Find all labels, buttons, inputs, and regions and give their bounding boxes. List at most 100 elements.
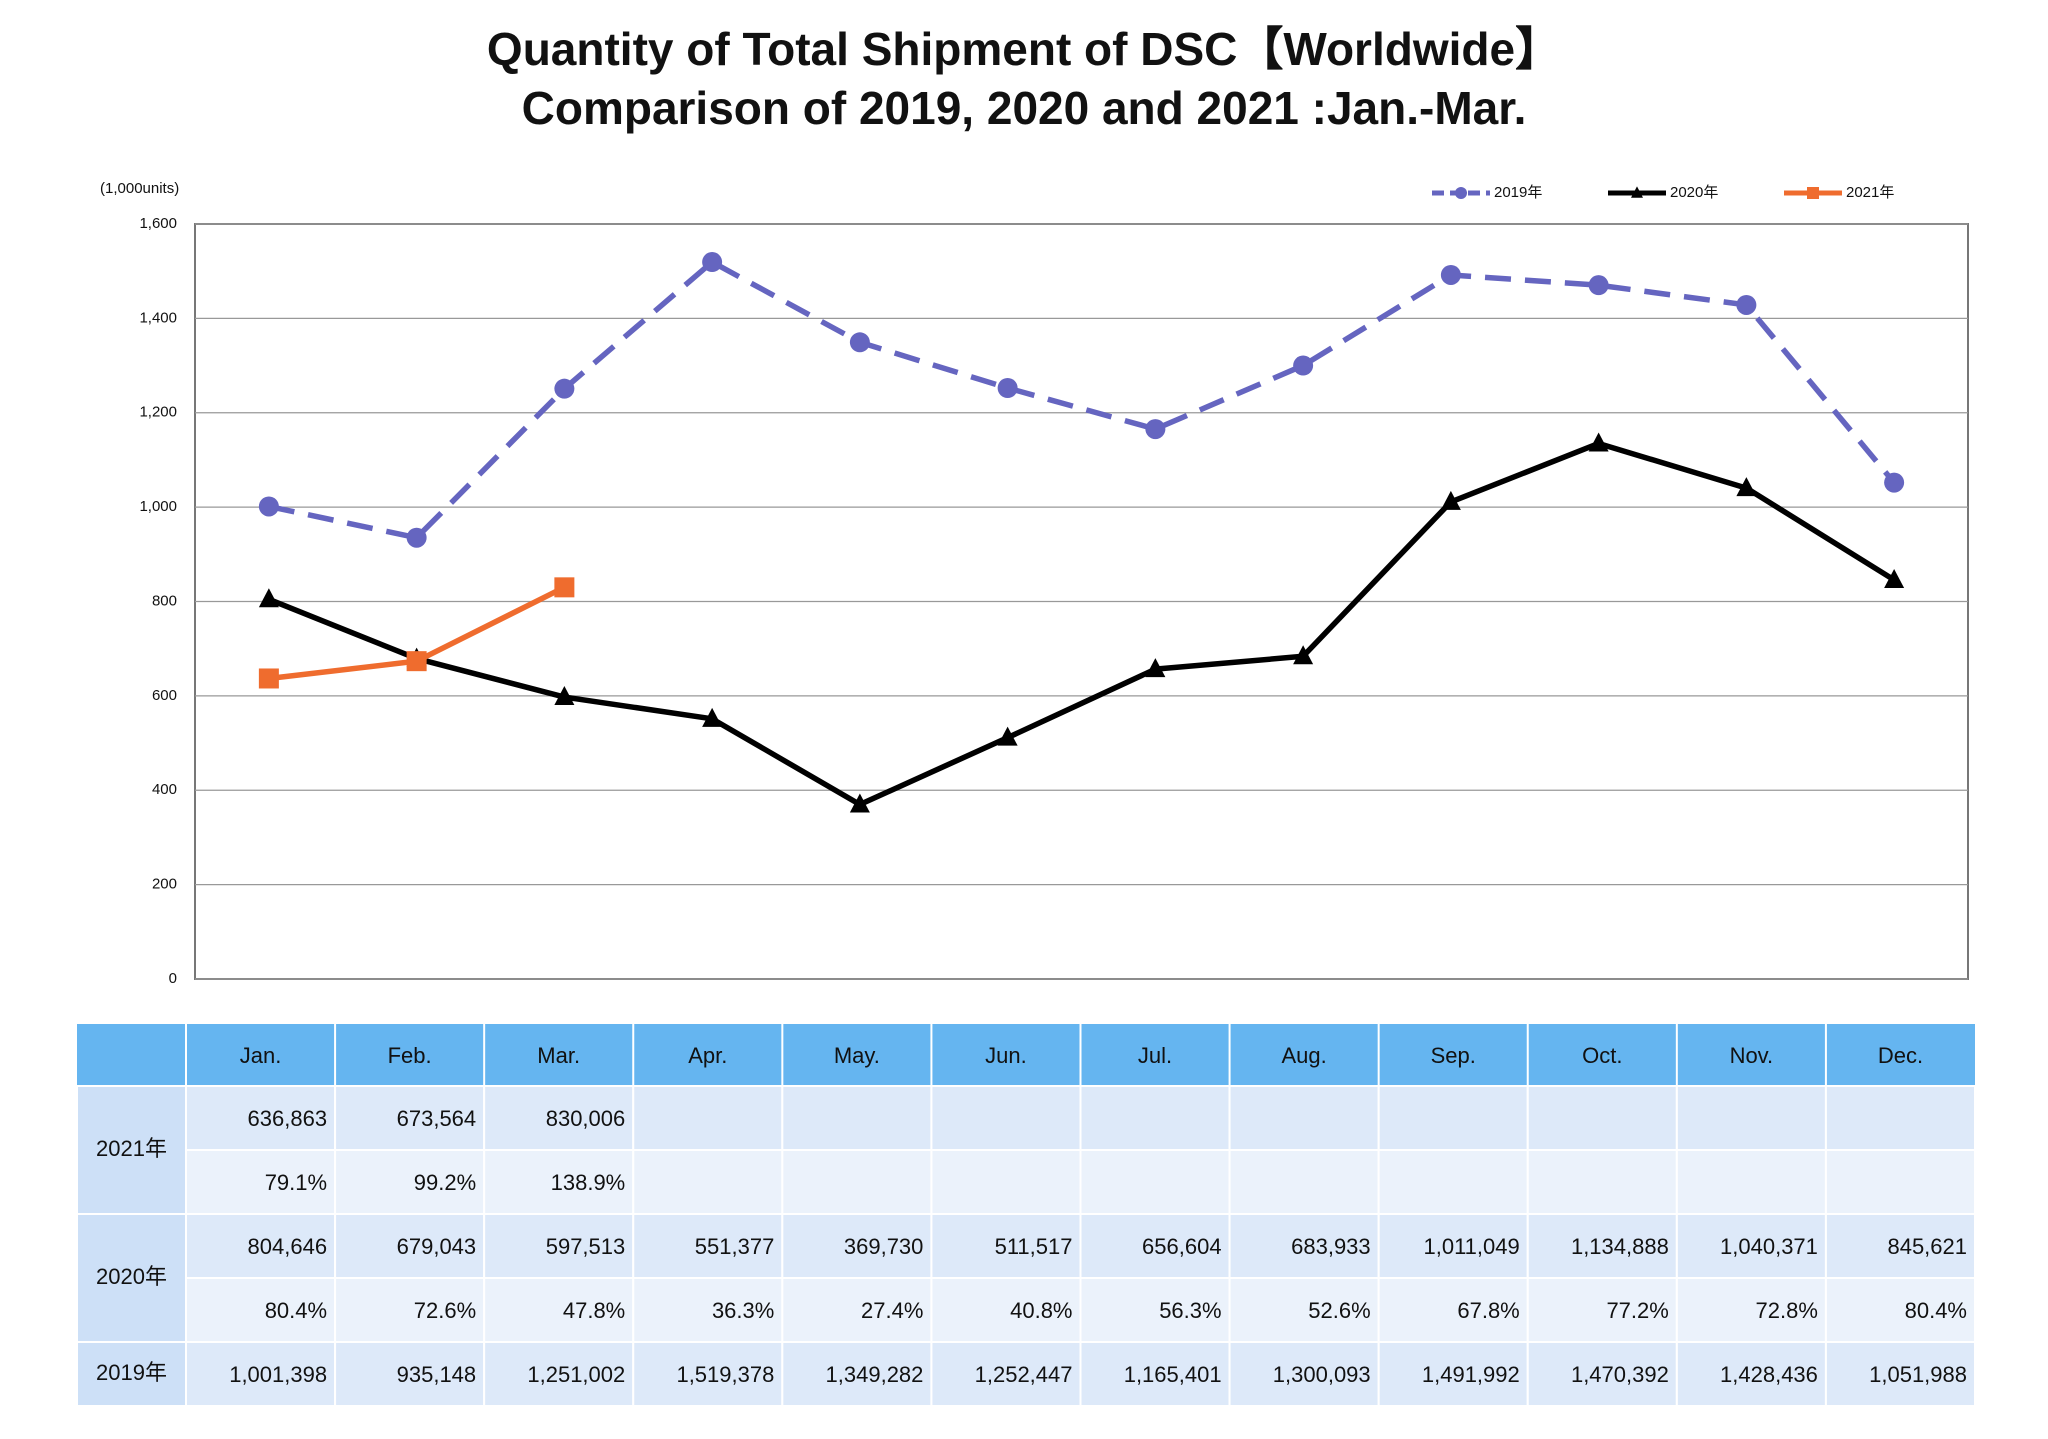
table-cell: 1,001,398 (229, 1362, 327, 1387)
marker (1440, 490, 1461, 510)
marker (1807, 187, 1819, 199)
table-cell-bg (1228, 1149, 1380, 1215)
table-cell-bg (1079, 1149, 1231, 1215)
table-cell-bg (185, 1085, 337, 1151)
table-cell: 673,564 (397, 1106, 477, 1131)
marker (849, 793, 870, 813)
table-cell-bg (185, 1213, 337, 1279)
table-cell: 77.2% (1606, 1298, 1668, 1323)
table-cell-bg (1824, 1341, 1976, 1407)
table-cell: 36.3% (712, 1298, 774, 1323)
table-cell-bg (1824, 1149, 1976, 1215)
y-tick-label: 400 (152, 781, 177, 798)
table-cell: 1,300,093 (1273, 1362, 1371, 1387)
chart-title: Quantity of Total Shipment of DSC【Worldw… (487, 23, 1561, 75)
table-cell: 1,051,988 (1869, 1362, 1967, 1387)
table-cell: 683,933 (1291, 1234, 1371, 1259)
table-cell-bg (632, 1149, 784, 1215)
table-cell-bg (1377, 1341, 1529, 1407)
table-cell: 935,148 (397, 1362, 477, 1387)
table-cell: 511,517 (995, 1234, 1073, 1259)
table-cell-bg (1377, 1085, 1529, 1151)
marker (554, 686, 575, 706)
series-line (268, 259, 1897, 541)
table-row-label: 2021年 (96, 1136, 167, 1161)
marker (406, 527, 427, 548)
table-cell-bg (781, 1085, 933, 1151)
table-cell: 27.4% (861, 1298, 923, 1323)
table-cell: 845,621 (1887, 1234, 1967, 1259)
y-tick-label: 1,400 (139, 309, 177, 326)
table-header: Jan. (240, 1043, 282, 1068)
table-cell-bg (632, 1277, 784, 1343)
legend-label: 2021年 (1846, 184, 1894, 201)
marker (1588, 275, 1609, 296)
marker (258, 668, 279, 689)
table-cell: 369,730 (844, 1234, 924, 1259)
table-cell: 1,251,002 (527, 1362, 625, 1387)
y-tick-label: 1,000 (139, 498, 177, 515)
marker (258, 496, 279, 517)
table-header: Feb. (388, 1043, 432, 1068)
marker (1145, 419, 1166, 440)
y-tick-label: 200 (152, 876, 177, 893)
table-cell-bg (1526, 1341, 1678, 1407)
table-cell: 40.8% (1010, 1298, 1072, 1323)
table-cell-bg (781, 1341, 933, 1407)
table-cell: 1,165,401 (1124, 1362, 1222, 1387)
table-cell-bg (1824, 1085, 1976, 1151)
table-cell: 138.9% (551, 1170, 626, 1195)
marker (1736, 294, 1757, 315)
marker (997, 726, 1018, 746)
table-cell: 830,006 (546, 1106, 626, 1131)
table-cell-bg (483, 1085, 635, 1151)
table-cell-bg (1228, 1085, 1380, 1151)
table-cell-bg (781, 1149, 933, 1215)
table-cell-bg (1675, 1085, 1827, 1151)
table-label-bg (76, 1085, 187, 1215)
series-line (267, 440, 1896, 808)
table-cell: 1,040,371 (1720, 1234, 1818, 1259)
table-cell: 1,252,447 (975, 1362, 1073, 1387)
table-cell: 1,428,436 (1720, 1362, 1818, 1387)
marker (1631, 186, 1643, 198)
table-cell: 79.1% (265, 1170, 327, 1195)
table-row-label: 2020年 (96, 1264, 167, 1289)
table-cell-bg (185, 1277, 337, 1343)
table-cell-bg (781, 1277, 933, 1343)
table-cell-bg (185, 1149, 337, 1215)
marker (702, 707, 723, 727)
marker (1145, 658, 1166, 678)
table-header: May. (834, 1043, 880, 1068)
table-cell-bg (1377, 1277, 1529, 1343)
marker (1588, 432, 1609, 452)
table-row-label: 2019年 (96, 1360, 167, 1385)
legend-label: 2020年 (1670, 184, 1718, 201)
table-cell: 636,863 (248, 1106, 328, 1131)
table-header: Apr. (688, 1043, 727, 1068)
table-cell-bg (1079, 1341, 1231, 1407)
marker (258, 588, 279, 608)
table-cell: 656,604 (1142, 1234, 1222, 1259)
table-cell-bg (1526, 1085, 1678, 1151)
marker (554, 577, 575, 598)
table-cell-bg (1675, 1341, 1827, 1407)
legend-label: 2019年 (1494, 184, 1542, 201)
marker (1293, 645, 1314, 665)
table-cell-bg (1526, 1149, 1678, 1215)
table-header-bg (77, 1024, 1975, 1086)
table-cell: 1,134,888 (1571, 1234, 1669, 1259)
table-cell: 72.8% (1756, 1298, 1818, 1323)
y-tick-label: 800 (152, 592, 177, 609)
marker (1455, 187, 1467, 199)
table-header: Jun. (985, 1043, 1027, 1068)
marker (1736, 477, 1757, 497)
table-cell: 80.4% (1905, 1298, 1967, 1323)
y-tick-label: 1,200 (139, 404, 177, 421)
table-cell-bg (930, 1085, 1082, 1151)
marker (702, 252, 723, 273)
table-header: Dec. (1878, 1043, 1923, 1068)
table-cell-bg (1675, 1213, 1827, 1279)
table-cell-bg (1228, 1277, 1380, 1343)
